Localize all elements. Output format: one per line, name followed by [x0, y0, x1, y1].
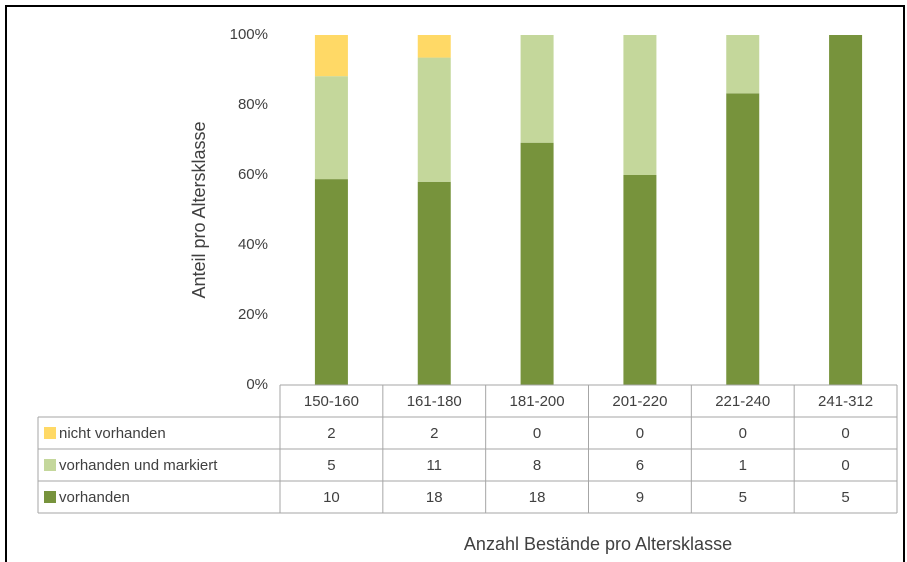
bar — [314, 35, 348, 77]
x-tick-label: 150-160 — [304, 393, 359, 410]
table-value: 8 — [533, 457, 541, 474]
x-tick-label: 241-312 — [818, 393, 873, 410]
legend-label: vorhanden — [59, 489, 130, 506]
table-value: 9 — [636, 489, 644, 506]
y-tick-label: 80% — [238, 96, 268, 113]
legend-swatch — [44, 427, 56, 439]
bar — [726, 35, 760, 94]
bar — [623, 35, 657, 175]
y-tick-label: 100% — [230, 26, 268, 43]
legend-swatch — [44, 459, 56, 471]
bar — [726, 93, 760, 385]
table-value: 11 — [426, 457, 442, 474]
x-tick-label: 221-240 — [715, 393, 770, 410]
table-value: 2 — [430, 425, 438, 442]
y-axis-label: Anteil pro Altersklasse — [189, 121, 209, 298]
bar — [520, 142, 554, 385]
table-value: 0 — [841, 425, 849, 442]
x-tick-label: 181-200 — [510, 393, 565, 410]
table-value: 2 — [327, 425, 335, 442]
table-value: 10 — [323, 489, 340, 506]
table-value: 18 — [426, 489, 443, 506]
bar — [417, 35, 451, 58]
table-value: 5 — [327, 457, 335, 474]
table-value: 6 — [636, 457, 644, 474]
table-value: 0 — [533, 425, 541, 442]
bar — [314, 179, 348, 385]
y-tick-label: 60% — [238, 166, 268, 183]
bar — [314, 76, 348, 180]
table-value: 5 — [841, 489, 849, 506]
y-tick-label: 0% — [246, 376, 268, 393]
y-tick-label: 20% — [238, 306, 268, 323]
frame — [5, 5, 905, 562]
bar — [829, 35, 863, 385]
bar — [520, 35, 554, 143]
bar — [623, 175, 657, 385]
bar — [417, 57, 451, 182]
table-value: 18 — [529, 489, 546, 506]
x-axis-label: Anzahl Bestände pro Altersklasse — [464, 534, 732, 554]
table-value: 0 — [841, 457, 849, 474]
bar — [417, 181, 451, 385]
legend-swatch — [44, 491, 56, 503]
table-value: 1 — [739, 457, 747, 474]
table-value: 5 — [739, 489, 747, 506]
y-tick-label: 40% — [238, 236, 268, 253]
table-value: 0 — [636, 425, 644, 442]
x-tick-label: 161-180 — [407, 393, 462, 410]
x-tick-label: 201-220 — [612, 393, 667, 410]
legend-label: nicht vorhanden — [59, 425, 166, 442]
legend-label: vorhanden und markiert — [59, 457, 218, 474]
table-value: 0 — [739, 425, 747, 442]
